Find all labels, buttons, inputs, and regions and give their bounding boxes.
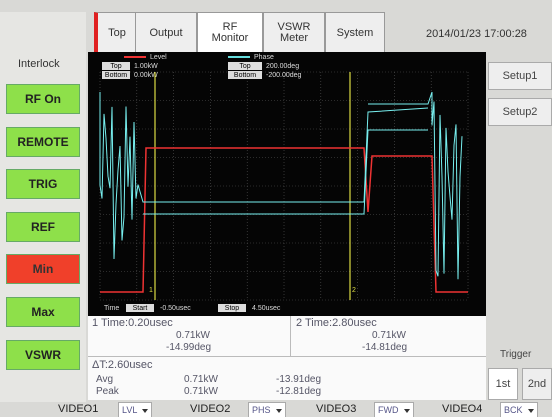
peak-level: 0.71kW bbox=[184, 386, 218, 397]
marker1-level: 0.71kW bbox=[176, 330, 210, 341]
time-label: Time bbox=[104, 305, 119, 312]
trigger-button[interactable]: 2nd bbox=[522, 368, 552, 400]
marker-label: 2 bbox=[352, 287, 356, 294]
legend-label: Level bbox=[150, 54, 167, 61]
time-stop: 4.50usec bbox=[252, 305, 281, 312]
button[interactable]: Max bbox=[6, 297, 80, 327]
start-label: Start bbox=[133, 305, 148, 312]
phase-bottom: -200.00deg bbox=[266, 72, 302, 79]
button[interactable]: Min bbox=[6, 254, 80, 284]
tab-label: Monitor bbox=[212, 33, 249, 44]
time-start: -0.50usec bbox=[160, 305, 191, 312]
tab[interactable]: System bbox=[325, 12, 385, 54]
button[interactable]: TRIG bbox=[6, 169, 80, 199]
legend-label: Phase bbox=[254, 54, 274, 61]
phase-top: 200.00deg bbox=[266, 63, 299, 70]
video-name: VIDEO1 bbox=[58, 403, 98, 415]
marker2-level: 0.71kW bbox=[372, 330, 406, 341]
divider bbox=[88, 356, 486, 357]
peak-label: Peak bbox=[96, 386, 119, 397]
peak-phase: -12.81deg bbox=[276, 386, 321, 397]
video-name: VIDEO2 bbox=[190, 403, 230, 415]
tab-label: Meter bbox=[280, 33, 308, 44]
level-top: 1.00kW bbox=[134, 63, 158, 70]
tab-label: System bbox=[337, 28, 374, 39]
phase-top-label: Top bbox=[239, 63, 250, 70]
divider bbox=[290, 316, 291, 356]
video-select[interactable]: PHS bbox=[248, 402, 286, 417]
button[interactable]: VSWR bbox=[6, 340, 80, 370]
button[interactable]: RF On bbox=[6, 84, 80, 114]
avg-phase: -13.91deg bbox=[276, 374, 321, 385]
button[interactable]: REMOTE bbox=[6, 127, 80, 157]
datetime: 2014/01/23 17:00:28 bbox=[426, 28, 527, 40]
marker1-time: 1 Time:0.20usec bbox=[92, 317, 173, 329]
video-name: VIDEO4 bbox=[442, 403, 482, 415]
marker2-time: 2 Time:2.80usec bbox=[296, 317, 377, 329]
stop-label: Stop bbox=[225, 305, 240, 312]
video-name: VIDEO3 bbox=[316, 403, 356, 415]
level-top-label: Top bbox=[110, 63, 121, 70]
monitor-screen: Interlock RF On REMOTE TRIG REF Min Max … bbox=[0, 0, 552, 417]
marker2-phase: -14.81deg bbox=[362, 342, 407, 353]
marker1-phase: -14.99deg bbox=[166, 342, 211, 353]
graph-bg bbox=[88, 52, 486, 316]
video-select[interactable]: BCK bbox=[500, 402, 538, 417]
tab[interactable]: Output bbox=[135, 12, 197, 54]
trigger-button[interactable]: 1st bbox=[488, 368, 518, 400]
video-select[interactable]: LVL bbox=[118, 402, 152, 417]
setup-button[interactable]: Setup2 bbox=[488, 98, 552, 126]
button[interactable]: REF bbox=[6, 212, 80, 242]
interlock-title: Interlock bbox=[18, 58, 60, 70]
delta-time: ΔT:2.60usec bbox=[92, 359, 153, 371]
graph: Level Top 1.00kW Bottom 0.00kW Phase Top… bbox=[88, 52, 486, 316]
setup-button[interactable]: Setup1 bbox=[488, 62, 552, 90]
avg-level: 0.71kW bbox=[184, 374, 218, 385]
tab-label: Output bbox=[149, 28, 182, 39]
video-select[interactable]: FWD bbox=[374, 402, 414, 417]
phase-bottom-label: Bottom bbox=[234, 72, 256, 79]
marker-label: 1 bbox=[149, 287, 153, 294]
tab[interactable]: Top bbox=[94, 12, 137, 54]
tab-label: Top bbox=[108, 28, 126, 39]
level-bottom-label: Bottom bbox=[105, 72, 127, 79]
trigger-title: Trigger bbox=[500, 349, 531, 360]
avg-label: Avg bbox=[96, 374, 113, 385]
